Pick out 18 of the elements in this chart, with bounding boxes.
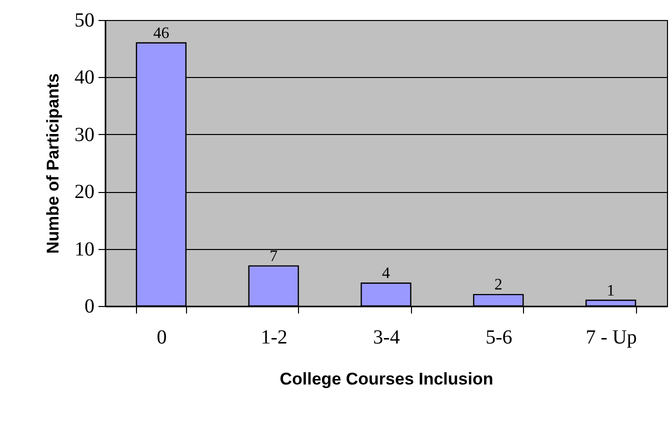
x-tick-label: 7 - Up [586,326,637,348]
x-tick-label: 3-4 [373,326,400,348]
x-tick-label: 5-6 [486,326,512,348]
y-tick-label: 40 [74,66,94,89]
y-tick-label: 50 [74,10,94,32]
x-tick-label: 1-2 [260,326,288,348]
y-tick-label: 10 [74,238,94,260]
y-axis-title: Numbe of Participants [44,73,62,254]
y-tick-label: 30 [74,124,94,146]
y-tick-label: 0 [84,296,94,318]
data-label: 4 [382,265,390,282]
x-axis-title: College Courses Inclusion [280,370,494,388]
data-label: 1 [606,282,615,300]
data-label: 2 [494,276,502,294]
data-label: 46 [153,24,170,42]
y-tick-label: 20 [74,181,94,204]
data-label: 7 [270,248,278,265]
x-tick-label: 0 [156,326,167,348]
